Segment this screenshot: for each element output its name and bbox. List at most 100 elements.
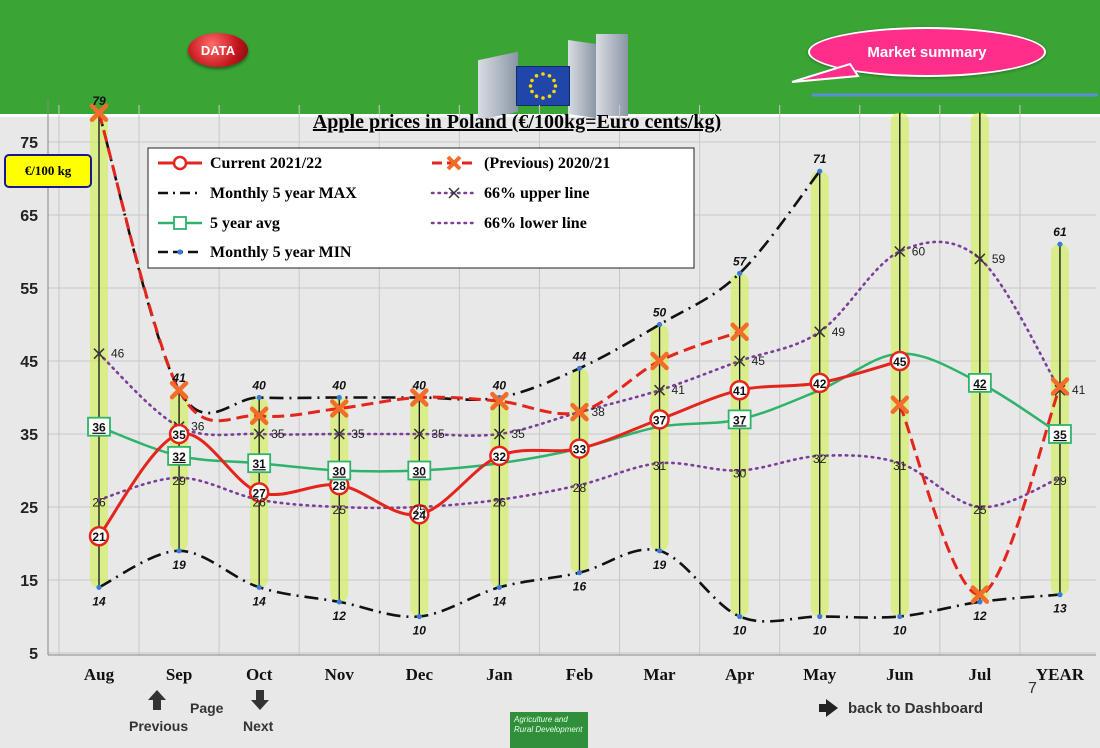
legend-label-current: Current 2021/22 — [210, 155, 322, 172]
min-marker — [176, 548, 182, 554]
previous-arrow-icon[interactable] — [148, 690, 166, 700]
previous-link[interactable]: Previous — [129, 718, 189, 734]
min-marker — [977, 599, 983, 605]
upper-line-marker — [253, 428, 265, 440]
current-value-label: 37 — [653, 413, 667, 427]
legend-label-lower: 66% lower line — [484, 215, 587, 232]
upper-value-label: 35 — [271, 427, 285, 441]
x-tick-label: Jul — [969, 665, 992, 684]
current-marker — [168, 423, 190, 445]
min-marker — [817, 613, 823, 620]
current-value-label: 45 — [893, 355, 907, 369]
max-value-label: 44 — [572, 349, 587, 363]
upper-line-marker — [493, 428, 505, 440]
max-value-label: 41 — [171, 371, 186, 385]
x-tick-label: May — [803, 665, 837, 684]
upper-value-label: 49 — [832, 325, 846, 339]
lower-value-label: 28 — [573, 481, 587, 495]
upper-value-label: 46 — [111, 347, 125, 361]
agriculture-logo: Agriculture and Rural Development — [510, 712, 588, 748]
x-tick-label: Feb — [566, 665, 593, 684]
current-value-label: 21 — [92, 530, 106, 544]
legend-label-max: Monthly 5 year MAX — [210, 185, 357, 202]
legend-box — [147, 147, 695, 269]
upper-value-label: 60 — [912, 245, 926, 259]
min-value-label: 14 — [252, 594, 266, 608]
max-value-label: 40 — [492, 379, 507, 393]
min-marker — [96, 584, 102, 590]
upper-line-marker — [333, 428, 345, 440]
upper-value-label: 35 — [431, 427, 445, 441]
current-marker — [248, 482, 270, 503]
x-tick-label: Apr — [725, 665, 755, 684]
current-value-label: 33 — [573, 443, 587, 457]
header-divider — [0, 114, 1100, 117]
current-marker — [489, 445, 510, 467]
current-value-label: 41 — [733, 384, 747, 398]
legend-symbol-marker — [172, 155, 188, 171]
next-arrow-stem — [256, 690, 264, 700]
next-link[interactable]: Next — [243, 718, 274, 734]
upper-value-label: 41 — [1072, 383, 1086, 397]
min-marker — [256, 584, 262, 590]
next-arrow-icon[interactable] — [251, 700, 269, 710]
previous-marker — [650, 351, 669, 371]
avg-value-label: 35 — [1053, 428, 1067, 442]
upper-value-label: 35 — [511, 427, 525, 441]
lower-value-label: 26 — [252, 496, 266, 510]
upper-line-marker — [814, 326, 826, 338]
previous-marker — [249, 406, 269, 425]
previous-arrow-stem — [153, 700, 161, 710]
upper-line-marker — [654, 384, 666, 396]
avg-marker — [327, 460, 352, 481]
current-marker — [569, 438, 590, 459]
previous-marker — [89, 103, 109, 123]
min-value-label: 10 — [413, 624, 427, 638]
current-marker — [88, 525, 110, 547]
max-marker — [817, 168, 823, 174]
previous-marker — [490, 391, 509, 411]
page-number: 7 — [1028, 680, 1037, 697]
data-button[interactable]: DATA — [188, 33, 248, 67]
upper-value-label: 59 — [992, 252, 1006, 266]
lower-value-label: 25 — [413, 503, 427, 517]
previous-marker — [570, 402, 589, 422]
y-tick-label: 65 — [20, 208, 38, 225]
upper-line-marker — [894, 245, 906, 258]
previous-marker — [329, 399, 349, 418]
previous-marker — [410, 388, 429, 407]
avg-marker — [247, 453, 272, 474]
max-marker — [576, 365, 583, 371]
dashboard-arrow-icon[interactable] — [826, 699, 838, 717]
x-tick-label: Oct — [246, 665, 273, 684]
x-tick-label: Sep — [166, 665, 192, 684]
avg-value-label: 30 — [333, 465, 347, 479]
x-tick-label: Dec — [406, 665, 434, 684]
min-value-label: 10 — [733, 624, 747, 638]
lower-value-label: 25 — [333, 503, 347, 517]
y-tick-label: 25 — [20, 500, 38, 517]
upper-value-label: 35 — [351, 427, 365, 441]
max-value-label: 57 — [733, 254, 748, 268]
market-summary-button[interactable]: Market summary — [808, 27, 1046, 77]
max-value-label: 71 — [813, 152, 827, 166]
current-value-label: 32 — [493, 450, 507, 464]
back-to-dashboard-link[interactable]: back to Dashboard — [848, 700, 984, 717]
legend-label-avg: 5 year avg — [210, 215, 280, 232]
eu-flag-icon — [516, 66, 570, 106]
previous-marker — [730, 322, 749, 342]
lower-value-label: 26 — [493, 496, 507, 510]
previous-marker — [1050, 377, 1070, 396]
y-tick-label: 5 — [29, 646, 38, 663]
max-value-label: 40 — [332, 379, 347, 393]
avg-value-label: 30 — [413, 465, 427, 479]
y-tick-label: 15 — [20, 573, 38, 590]
legend-symbol-marker — [173, 216, 187, 230]
min-marker — [576, 570, 583, 576]
lower-value-label: 30 — [733, 467, 747, 481]
lower-value-label: 31 — [893, 459, 907, 473]
series-line-previous — [97, 112, 741, 423]
current-value-label: 42 — [813, 377, 827, 391]
min-value-label: 10 — [893, 624, 907, 638]
